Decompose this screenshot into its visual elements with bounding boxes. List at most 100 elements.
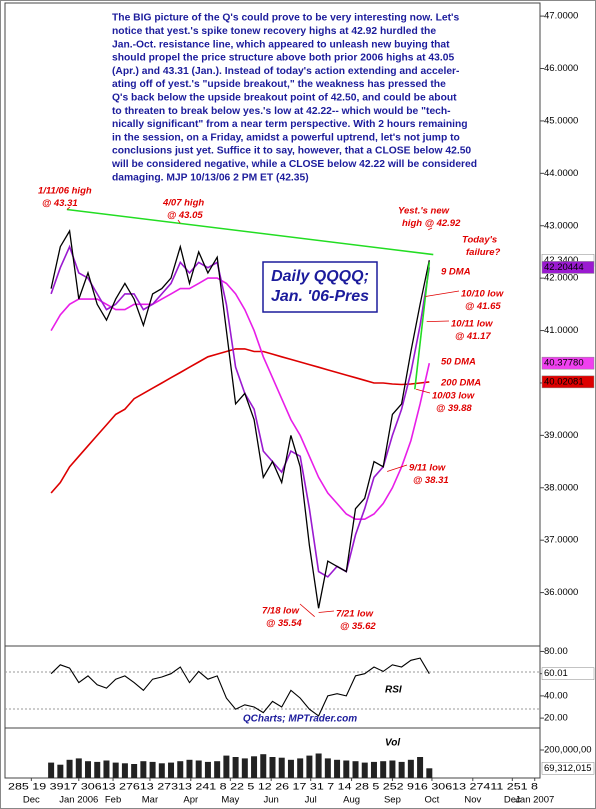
volume-bar (260, 754, 267, 778)
commentary-line: notice that yest.'s spike tonew recovery… (112, 26, 436, 37)
y-tick-label: 40.00 (544, 690, 568, 701)
volume-bar (426, 768, 433, 778)
volume-bar (75, 758, 82, 778)
ma-line (50, 244, 431, 578)
volume-bar (232, 757, 239, 778)
ma-line (50, 348, 430, 494)
y-tick-label: 42.0000 (544, 273, 578, 284)
volume-bar (85, 761, 92, 778)
volume-bar (324, 758, 331, 778)
volume-bar (352, 761, 359, 778)
volume-bar (112, 762, 119, 778)
volume-bar (140, 761, 147, 778)
value-label-bg (541, 762, 595, 775)
annotation: 7/18 low (262, 606, 300, 617)
x-tick-label: Jun (264, 795, 279, 806)
commentary-line: Q's back below the upside breakout point… (112, 93, 457, 104)
price-line (50, 229, 430, 609)
ma-label: 50 DMA (441, 357, 476, 368)
commentary-line: conclusions just yet. Suffice it to say,… (112, 146, 471, 157)
credit: QCharts; MPTrader.com (243, 714, 357, 725)
annotation: 10/11 low (451, 319, 493, 330)
commentary-line: Jan.-Oct. resistance line, which appeare… (112, 39, 450, 50)
x-tick-label: Sep (384, 795, 401, 806)
volume-bar (121, 763, 128, 778)
commentary-line: (Apr.) and 43.31 (Jan.). Instead of toda… (112, 66, 460, 77)
x-tick-label: Mar (142, 795, 158, 806)
annotation: 10/03 low (432, 391, 475, 402)
volume-bar (186, 759, 193, 778)
x-tick-label: Dec (23, 795, 40, 806)
volume-bar (278, 757, 285, 778)
y-tick-label: 36.0000 (544, 587, 578, 598)
value-label: 60.01 (544, 668, 568, 679)
x-tick-label: Jul (305, 795, 317, 806)
annotation: Yest.'s new (398, 206, 450, 217)
value-label: 42.20444 (544, 262, 584, 273)
trendline (414, 262, 431, 390)
annotation: @ 41.65 (465, 301, 501, 312)
trendline (66, 208, 434, 256)
annotation: 4/07 high (162, 198, 204, 209)
annotation: @ 43.05 (167, 210, 203, 221)
x-tick-label: Apr (183, 795, 198, 806)
volume-bar (48, 762, 55, 778)
x-day-labels: 285 19 3917 30613 27613 27313 241 8 22 5… (8, 782, 538, 793)
annotation-leader (299, 603, 315, 618)
volume-bar (149, 761, 156, 778)
volume-bar (370, 761, 377, 778)
y-tick-label: 41.0000 (544, 325, 578, 336)
volume-label: Vol (385, 738, 400, 749)
commentary-line: to threaten to break below yes.'s low at… (112, 106, 451, 117)
annotation: 7/21 low (336, 609, 374, 620)
value-label-bg (541, 375, 595, 389)
commentary-line: should propel the price structure above … (112, 53, 454, 64)
ma-line (50, 277, 431, 520)
commentary-line: in the session, on a Friday, amidst a po… (112, 132, 460, 143)
x-tick-label: Nov (464, 795, 481, 806)
volume-bar (306, 755, 313, 778)
volume-bar (287, 759, 294, 778)
commentary-line: damaging. MJP 10/13/06 2 PM ET (42.35) (112, 172, 309, 183)
volume-bar (315, 753, 322, 778)
volume-bar (343, 760, 350, 778)
commentary-line: nically significant" from a near term pe… (112, 119, 468, 130)
y-tick-label: 47.0000 (544, 11, 578, 22)
y-tick-label: 46.0000 (544, 63, 578, 74)
x-tick-label: Feb (105, 795, 121, 806)
annotation: @ 39.88 (436, 403, 472, 414)
annotation-leader (427, 227, 433, 231)
x-tick-label: Oct (425, 795, 440, 806)
annotation-leader (387, 464, 408, 472)
value-label-bg (541, 356, 595, 370)
volume-bar (389, 760, 396, 778)
volume-bar (251, 756, 258, 778)
rsi-line (50, 657, 430, 717)
volume-bar (158, 763, 165, 778)
x-tick-label: May (221, 795, 239, 806)
annotation: @ 35.54 (266, 618, 302, 629)
ma-label: 9 DMA (441, 267, 471, 278)
value-label: 42.3400 (544, 255, 578, 266)
value-label-bg (541, 667, 595, 680)
y-tick-label: 20.00 (544, 713, 568, 724)
volume-bar (398, 761, 405, 778)
annotation: 10/10 low (461, 289, 504, 300)
volume-bar (57, 764, 64, 778)
box-title: Daily QQQQ; (271, 268, 369, 285)
annotation: @ 38.31 (413, 475, 449, 486)
x-tick-label: Dec (504, 795, 521, 806)
y-tick-label: 43.0000 (544, 220, 578, 231)
volume-bar (214, 761, 221, 778)
y-tick-label: 44.0000 (544, 168, 578, 179)
volume-bar (66, 759, 73, 778)
y-tick-label: 80.00 (544, 646, 568, 657)
volume-bar (380, 761, 387, 778)
commentary-line: The BIG picture of the Q's could prove t… (112, 13, 459, 24)
volume-bar (269, 757, 276, 778)
value-label: 40.02081 (544, 376, 584, 387)
ma-label: 200 DMA (440, 378, 481, 389)
annotation: high @ 42.92 (402, 218, 461, 229)
